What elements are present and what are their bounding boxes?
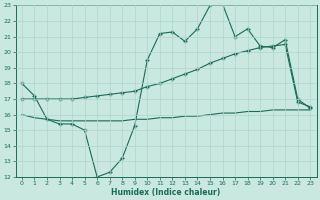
X-axis label: Humidex (Indice chaleur): Humidex (Indice chaleur) [111,188,221,197]
